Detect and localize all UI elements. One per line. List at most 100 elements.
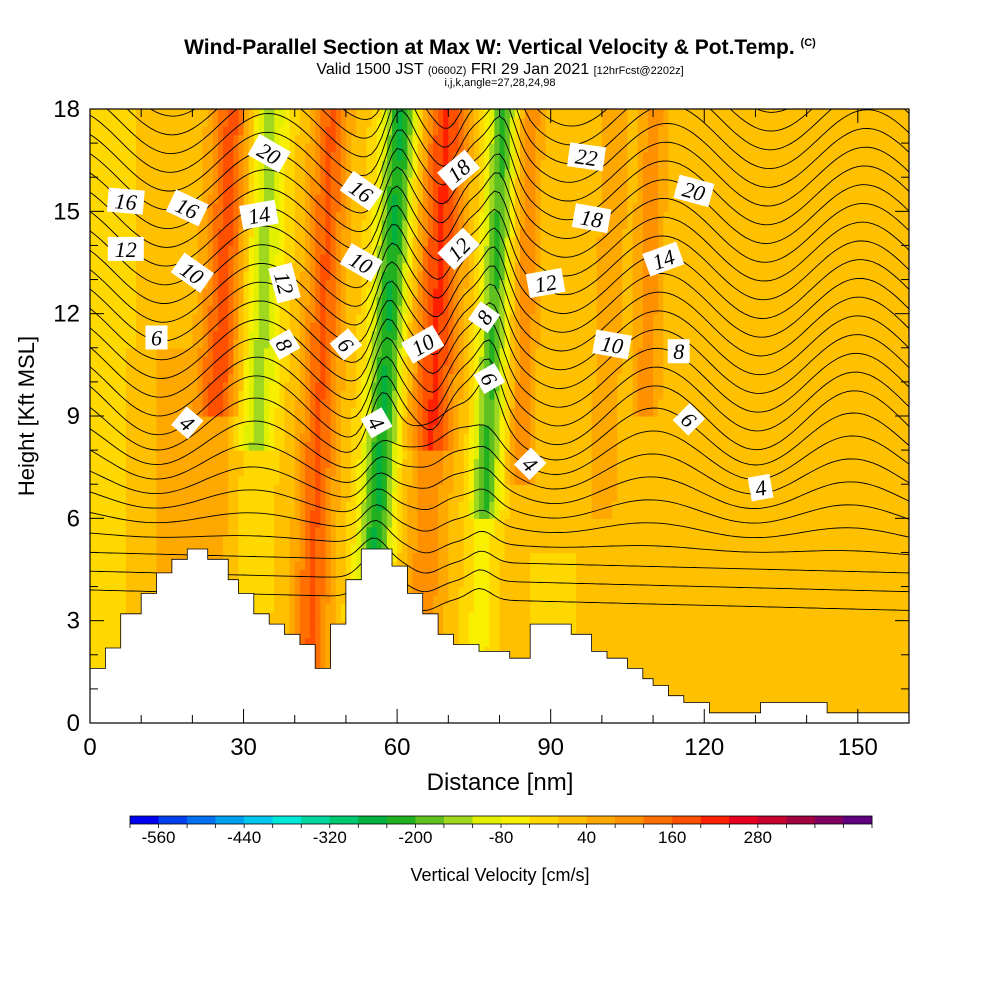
velocity-cell	[223, 134, 229, 144]
velocity-cell	[182, 168, 188, 178]
velocity-cell	[105, 347, 112, 357]
velocity-cell	[361, 347, 368, 357]
velocity-cell	[402, 228, 408, 238]
velocity-cell	[187, 526, 193, 536]
velocity-cell	[233, 305, 240, 315]
velocity-cell	[299, 595, 306, 605]
velocity-cell	[177, 151, 183, 161]
velocity-cell	[386, 305, 393, 315]
velocity-cell	[294, 560, 301, 571]
velocity-cell	[417, 390, 424, 400]
velocity-cell	[120, 364, 127, 374]
velocity-cell	[212, 450, 219, 460]
velocity-cell	[422, 424, 429, 434]
velocity-cell	[304, 262, 311, 272]
velocity-cell	[177, 253, 183, 264]
velocity-cell	[330, 509, 337, 519]
velocity-cell	[243, 433, 250, 443]
velocity-cell	[125, 492, 132, 502]
velocity-cell	[412, 236, 419, 247]
velocity-cell	[381, 305, 388, 315]
velocity-cell	[187, 518, 193, 528]
velocity-cell	[202, 117, 209, 127]
velocity-cell	[335, 586, 342, 596]
velocity-cell	[197, 339, 204, 349]
velocity-cell	[207, 364, 214, 374]
velocity-cell	[315, 654, 321, 664]
velocity-cell	[110, 620, 117, 630]
velocity-cell	[366, 535, 373, 545]
velocity-cell	[325, 109, 332, 119]
velocity-cell	[340, 143, 347, 153]
velocity-cell	[284, 509, 291, 519]
velocity-cell	[166, 433, 173, 443]
velocity-cell	[110, 612, 117, 622]
velocity-cell	[243, 543, 250, 554]
velocity-cell	[248, 416, 255, 426]
velocity-cell	[356, 509, 362, 519]
velocity-cell	[217, 381, 224, 392]
velocity-cell	[258, 578, 265, 588]
velocity-cell	[304, 560, 311, 571]
velocity-cell	[90, 151, 96, 161]
velocity-cell	[202, 305, 209, 315]
velocity-cell	[141, 339, 147, 349]
velocity-cell	[253, 279, 260, 289]
velocity-cell	[325, 279, 332, 289]
velocity-cell	[335, 407, 342, 417]
velocity-cell	[427, 509, 434, 519]
velocity-cell	[161, 424, 168, 434]
velocity-cell	[294, 347, 301, 357]
velocity-cell	[253, 330, 260, 340]
velocity-cell	[284, 245, 291, 255]
velocity-cell	[325, 305, 332, 315]
velocity-cell	[412, 390, 419, 400]
velocity-cell	[90, 245, 96, 255]
velocity-cell	[366, 126, 373, 136]
velocity-cell	[156, 236, 163, 247]
velocity-cell	[427, 450, 434, 460]
velocity-cell	[264, 177, 270, 187]
velocity-cell	[166, 347, 173, 357]
velocity-cell	[330, 134, 337, 144]
velocity-cell	[407, 569, 414, 579]
velocity-cell	[192, 160, 199, 170]
velocity-cell	[217, 168, 224, 178]
velocity-cell	[202, 509, 209, 519]
velocity-cell	[161, 168, 168, 178]
velocity-cell	[115, 390, 122, 400]
velocity-cell	[310, 509, 316, 519]
velocity-cell	[177, 552, 183, 562]
velocity-cell	[177, 185, 183, 195]
velocity-cell	[279, 441, 286, 451]
velocity-cell	[238, 424, 245, 434]
velocity-cell	[207, 177, 214, 187]
velocity-cell	[177, 236, 183, 247]
velocity-cell	[161, 245, 168, 255]
velocity-cell	[330, 245, 337, 255]
velocity-cell	[269, 185, 275, 195]
velocity-cell	[197, 253, 204, 264]
velocity-cell	[248, 364, 255, 374]
velocity-cell	[294, 407, 301, 417]
velocity-cell	[294, 330, 301, 340]
velocity-cell	[151, 433, 158, 443]
velocity-cell	[90, 535, 96, 545]
velocity-cell	[187, 245, 193, 255]
velocity-cell	[177, 228, 183, 238]
velocity-cell	[105, 637, 112, 647]
velocity-cell	[202, 296, 209, 306]
velocity-cell	[120, 526, 127, 536]
velocity-cell	[100, 492, 106, 502]
velocity-cell	[407, 185, 414, 195]
velocity-cell	[417, 433, 424, 443]
velocity-cell	[115, 637, 122, 647]
velocity-cell	[417, 569, 424, 579]
velocity-cell	[115, 305, 122, 315]
velocity-cell	[120, 322, 127, 332]
velocity-cell	[289, 236, 296, 247]
velocity-cell	[238, 160, 245, 170]
velocity-cell	[228, 356, 234, 366]
velocity-cell	[335, 578, 342, 588]
velocity-cell	[351, 424, 357, 434]
